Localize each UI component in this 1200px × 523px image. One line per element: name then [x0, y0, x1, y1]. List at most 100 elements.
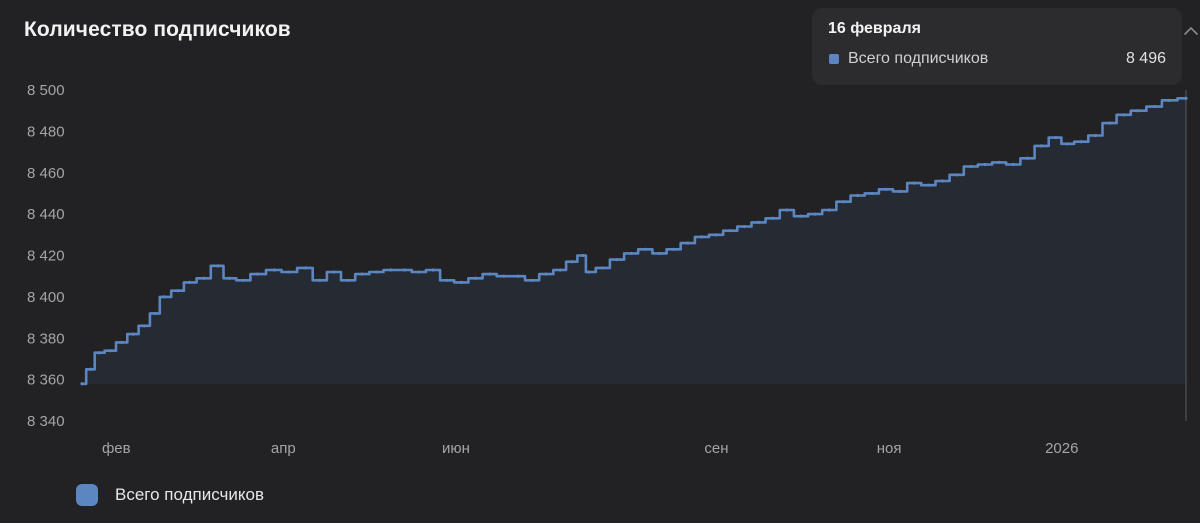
data-point[interactable]	[502, 274, 506, 278]
data-point[interactable]	[558, 268, 563, 272]
data-point[interactable]	[176, 289, 180, 293]
y-tick-label: 8 340	[27, 413, 65, 430]
data-point[interactable]	[799, 214, 803, 218]
data-point[interactable]	[672, 247, 676, 251]
data-point[interactable]	[403, 268, 407, 272]
data-point[interactable]	[756, 220, 761, 224]
y-tick-label: 8 400	[27, 289, 65, 306]
data-point[interactable]	[1011, 162, 1015, 167]
data-point[interactable]	[1054, 135, 1058, 140]
data-point[interactable]	[131, 332, 135, 336]
data-point[interactable]	[955, 173, 959, 177]
data-point[interactable]	[856, 193, 860, 198]
data-point[interactable]	[643, 247, 647, 251]
data-point[interactable]	[530, 278, 534, 282]
data-point[interactable]	[841, 200, 846, 204]
data-point[interactable]	[1107, 121, 1112, 125]
data-point[interactable]	[108, 349, 112, 353]
data-point[interactable]	[431, 268, 435, 272]
tooltip-row: Всего подписчиков 8 496	[828, 50, 1166, 68]
data-point[interactable]	[544, 272, 548, 276]
data-point[interactable]	[771, 216, 775, 220]
data-point[interactable]	[870, 191, 874, 196]
data-point[interactable]	[657, 251, 662, 256]
data-point[interactable]	[473, 276, 478, 280]
data-point[interactable]	[940, 179, 945, 183]
tooltip-series-swatch	[829, 54, 839, 64]
legend-label[interactable]: Всего подписчиков	[115, 485, 264, 504]
data-point[interactable]	[227, 276, 231, 280]
data-point[interactable]	[360, 272, 364, 276]
y-axis: 8 500 8 480 8 460 8 440 8 420 8 400 8 380 8 360…	[27, 82, 65, 430]
data-point[interactable]	[488, 272, 492, 276]
series-area-fill	[82, 98, 1186, 384]
data-point[interactable]	[1065, 142, 1069, 146]
data-point[interactable]	[346, 278, 350, 282]
y-tick-label: 8 500	[27, 82, 65, 99]
data-point[interactable]	[997, 160, 1001, 165]
y-tick-label: 8 480	[27, 123, 65, 140]
data-point[interactable]	[686, 241, 690, 245]
data-point[interactable]	[615, 258, 619, 262]
data-point[interactable]	[1040, 144, 1044, 148]
data-point[interactable]	[1184, 96, 1188, 100]
data-point[interactable]	[570, 260, 574, 264]
data-point[interactable]	[629, 251, 633, 256]
data-point[interactable]	[601, 266, 605, 270]
data-point[interactable]	[154, 311, 158, 316]
data-point[interactable]	[388, 268, 393, 272]
data-point[interactable]	[255, 272, 260, 276]
data-point[interactable]	[241, 278, 245, 282]
chevron-up-icon[interactable]	[1182, 24, 1200, 38]
data-point[interactable]	[318, 278, 322, 282]
data-point[interactable]	[1079, 140, 1083, 144]
data-point[interactable]	[1093, 133, 1098, 138]
data-point[interactable]	[516, 274, 520, 278]
data-point[interactable]	[187, 280, 192, 284]
data-point[interactable]	[714, 233, 718, 237]
data-point[interactable]	[1025, 156, 1030, 160]
data-point[interactable]	[97, 351, 101, 355]
data-point[interactable]	[969, 164, 973, 169]
data-point[interactable]	[272, 268, 277, 272]
data-point[interactable]	[742, 224, 747, 229]
x-tick-label: 2026	[1045, 440, 1078, 457]
x-tick-label: ноя	[877, 440, 902, 457]
data-point[interactable]	[120, 340, 124, 344]
data-point[interactable]	[827, 208, 831, 212]
data-point[interactable]	[417, 270, 421, 274]
data-point[interactable]	[813, 212, 817, 216]
data-point[interactable]	[1153, 104, 1157, 109]
data-point[interactable]	[1122, 113, 1126, 117]
data-point[interactable]	[1167, 98, 1171, 102]
data-point[interactable]	[785, 208, 789, 212]
data-point[interactable]	[216, 264, 220, 268]
data-point[interactable]	[374, 270, 378, 274]
data-point[interactable]	[287, 270, 291, 274]
data-point[interactable]	[304, 266, 308, 270]
data-point[interactable]	[1136, 109, 1140, 113]
x-tick-label: сен	[704, 440, 728, 457]
data-point[interactable]	[728, 229, 732, 233]
legend[interactable]: Всего подписчиков	[76, 484, 264, 506]
data-point[interactable]	[88, 367, 93, 371]
data-point[interactable]	[912, 181, 916, 185]
data-point[interactable]	[581, 253, 585, 258]
y-tick-label: 8 440	[27, 206, 65, 223]
data-point[interactable]	[983, 162, 987, 167]
data-point[interactable]	[700, 235, 704, 239]
data-point[interactable]	[587, 270, 591, 274]
x-tick-label: апр	[271, 440, 296, 457]
legend-swatch[interactable]	[76, 484, 98, 506]
data-point[interactable]	[926, 183, 931, 187]
data-point[interactable]	[202, 276, 206, 280]
data-point[interactable]	[459, 280, 463, 284]
data-point[interactable]	[332, 270, 336, 274]
data-point[interactable]	[884, 187, 888, 191]
data-point[interactable]	[445, 278, 449, 282]
data-point[interactable]	[162, 295, 166, 299]
data-point[interactable]	[142, 324, 146, 328]
data-point[interactable]	[898, 189, 902, 193]
data-point[interactable]	[80, 382, 84, 386]
